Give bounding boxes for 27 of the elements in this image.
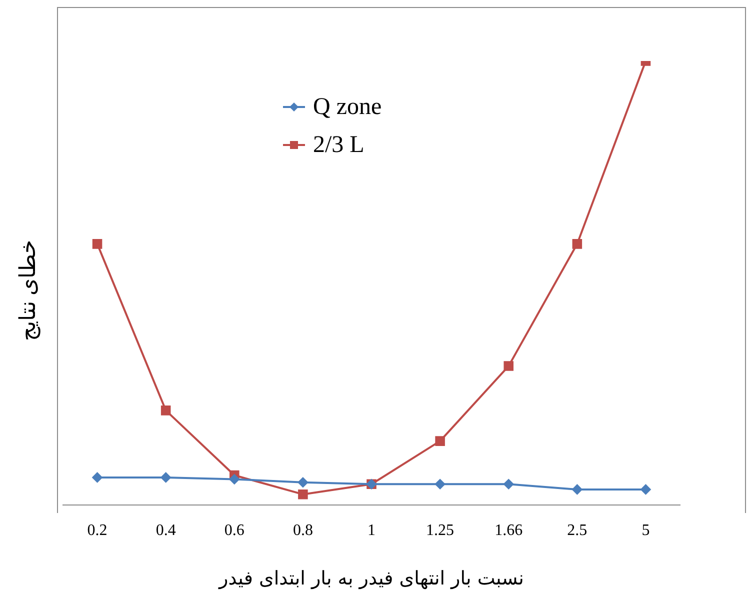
x-tick-label: 0.2: [87, 522, 108, 539]
point: [92, 472, 102, 482]
x-tick-label: 2.5: [567, 522, 588, 539]
point: [572, 239, 582, 249]
x-tick-label: 1: [368, 522, 376, 539]
point: [435, 479, 446, 490]
point: [640, 484, 651, 494]
x-tick-label: 1.66: [494, 522, 523, 539]
point: [160, 406, 171, 416]
point: [229, 474, 240, 484]
legend-label: Q zone: [313, 94, 382, 120]
point: [504, 361, 514, 371]
point: [298, 477, 308, 488]
y-axis-title: خطای نتایج: [15, 239, 41, 341]
x-axis-title: نسبت بار انتهای فیدر به بار ابتدای فیدر: [218, 568, 524, 590]
point: [298, 489, 308, 500]
x-tick-label: 0.6: [224, 522, 244, 539]
point: [160, 472, 171, 482]
x-tick-label: 0.4: [156, 522, 176, 539]
point: [504, 479, 514, 490]
x-tick-label: 5: [642, 522, 650, 539]
point: [572, 484, 582, 494]
x-tick-label: 1.25: [426, 522, 454, 539]
x-tick-label: 0.8: [292, 522, 313, 539]
point: [435, 436, 445, 446]
point: [92, 239, 102, 249]
legend-label: 2/3 L: [313, 132, 364, 158]
